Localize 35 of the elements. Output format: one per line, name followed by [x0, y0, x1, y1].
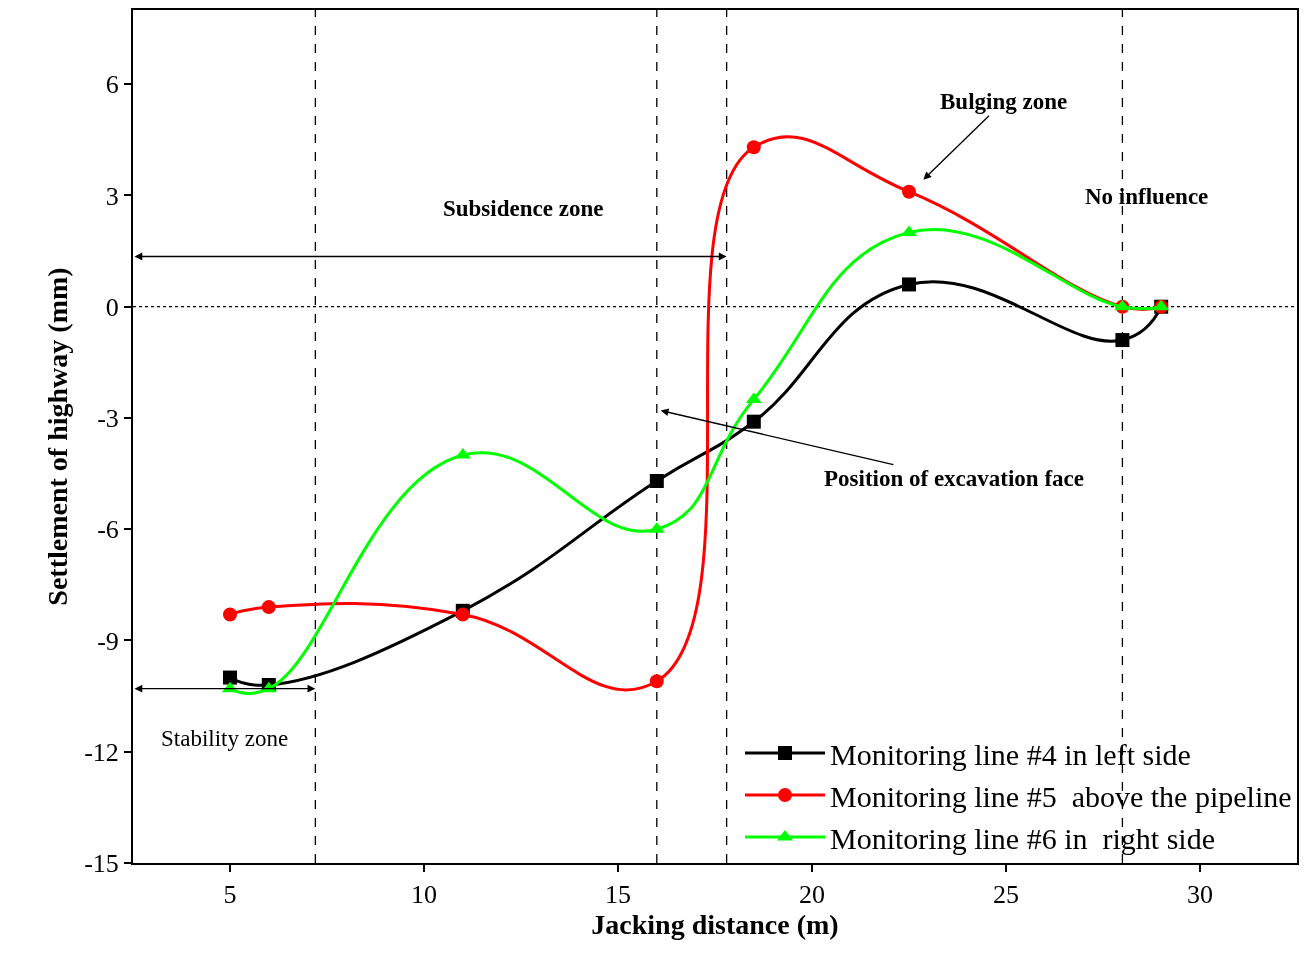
x-axis-title: Jacking distance (m) [591, 909, 839, 941]
y-tick-label: 6 [105, 70, 119, 100]
x-tick-label: 25 [993, 880, 1019, 910]
x-tick-label: 5 [223, 880, 237, 910]
x-tick-label: 20 [799, 880, 825, 910]
y-axis-title: Settlement of highway (mm) [42, 267, 74, 606]
point [223, 607, 237, 622]
annotation: Subsidence zone [443, 196, 604, 221]
annotation: No influence [1085, 184, 1209, 209]
x-tick-label: 30 [1187, 880, 1213, 910]
point [261, 600, 276, 615]
legend-label: Monitoring line #6 in right side [830, 821, 1215, 855]
point [746, 140, 761, 155]
y-tick-label: -15 [84, 849, 119, 879]
legend-label: Monitoring line #4 in left side [830, 737, 1191, 771]
y-tick-label: 3 [105, 181, 119, 211]
y-tick-label: 0 [105, 292, 119, 322]
point [902, 277, 916, 292]
y-tick-label: -3 [97, 404, 119, 434]
x-tick-label: 10 [411, 880, 437, 910]
y-tick-label: -9 [97, 626, 119, 656]
y-tick-label: -12 [84, 737, 119, 767]
point [223, 670, 237, 685]
point [746, 414, 761, 429]
point [649, 674, 664, 689]
annotation: Stability zone [161, 726, 289, 751]
x-tick-label: 15 [605, 880, 631, 910]
y-tick-label: -6 [97, 515, 119, 545]
point [455, 607, 470, 622]
legend-label: Monitoring line #5 above the pipeline [830, 779, 1292, 813]
annotation: Position of excavation face [824, 466, 1084, 491]
point [649, 474, 664, 488]
point [902, 184, 916, 199]
annotation: Bulging zone [940, 89, 1068, 114]
point [1115, 333, 1130, 348]
